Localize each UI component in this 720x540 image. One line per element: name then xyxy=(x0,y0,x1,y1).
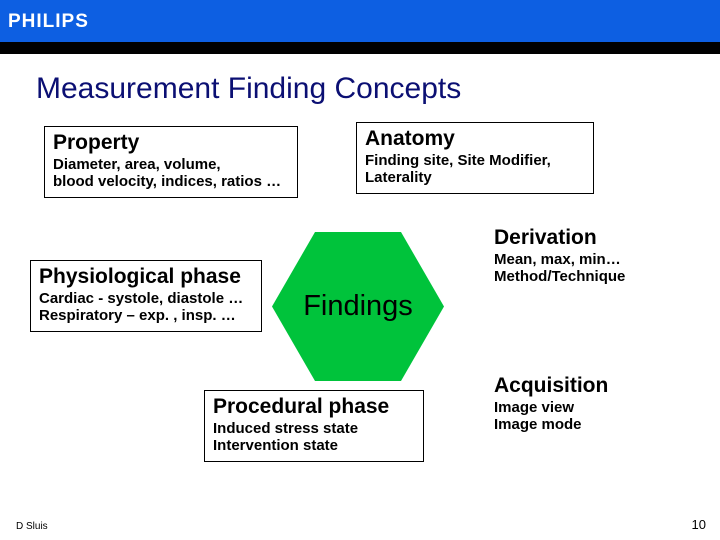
anatomy-title: Anatomy xyxy=(365,127,585,150)
anatomy-box: Anatomy Finding site, Site Modifier,Late… xyxy=(356,122,594,194)
property-body: Diameter, area, volume,blood velocity, i… xyxy=(53,156,289,191)
philips-logo: PHILIPS xyxy=(6,7,126,35)
anatomy-body: Finding site, Site Modifier,Laterality xyxy=(365,152,585,187)
procedural-title: Procedural phase xyxy=(213,395,415,418)
header-strip xyxy=(0,42,720,54)
procedural-body: Induced stress stateIntervention state xyxy=(213,420,415,455)
footer-author: D Sluis xyxy=(16,521,48,532)
svg-text:PHILIPS: PHILIPS xyxy=(8,11,89,32)
findings-hexagon: Findings xyxy=(272,232,444,381)
physio-box: Physiological phase Cardiac - systole, d… xyxy=(30,260,262,332)
physio-body: Cardiac - systole, diastole …Respiratory… xyxy=(39,290,253,325)
derivation-block: Derivation Mean, max, min…Method/Techniq… xyxy=(494,226,704,286)
property-box: Property Diameter, area, volume,blood ve… xyxy=(44,126,298,198)
diagram-stage: Property Diameter, area, volume,blood ve… xyxy=(0,106,720,526)
page-title: Measurement Finding Concepts xyxy=(36,72,720,106)
property-title: Property xyxy=(53,131,289,154)
acquisition-title: Acquisition xyxy=(494,374,704,397)
procedural-box: Procedural phase Induced stress stateInt… xyxy=(204,390,424,462)
acquisition-body: Image viewImage mode xyxy=(494,399,704,434)
physio-title: Physiological phase xyxy=(39,265,253,288)
derivation-title: Derivation xyxy=(494,226,704,249)
derivation-body: Mean, max, min…Method/Technique xyxy=(494,251,704,286)
page-number: 10 xyxy=(692,517,706,532)
header-bar: PHILIPS xyxy=(0,0,720,42)
findings-label: Findings xyxy=(303,290,413,323)
acquisition-block: Acquisition Image viewImage mode xyxy=(494,374,704,434)
